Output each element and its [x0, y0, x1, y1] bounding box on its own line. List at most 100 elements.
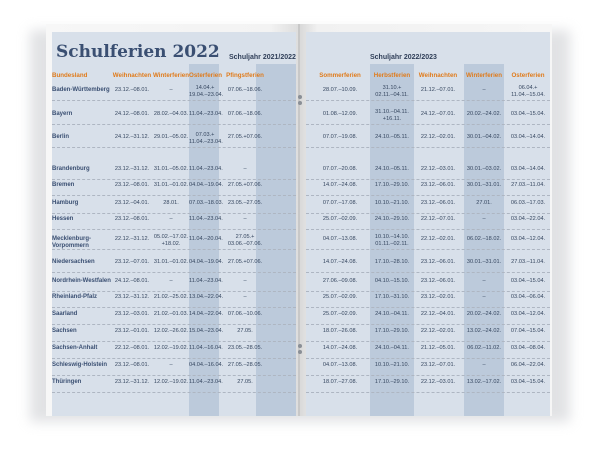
table-cell: 23.12.–06.01. — [420, 200, 456, 206]
table-cell: 07.06.–18.06. — [227, 87, 263, 93]
table-cell: 07.06.–18.06. — [227, 111, 263, 117]
table-cell: 24.10.–05.11. — [375, 166, 409, 172]
table-cell: 22.12.–04.01. — [420, 311, 456, 317]
table-cell: 07.07.–19.08. — [322, 134, 358, 140]
table-cell: 11.04.–20.04. — [189, 236, 223, 242]
table-cell: 21.12.–05.01. — [420, 345, 456, 351]
table-cell: 25.07.–02.09. — [322, 216, 358, 222]
table-cell: 23.12.–08.01. — [114, 216, 150, 222]
table-cell: – — [169, 278, 173, 284]
table-cell: 25.07.–02.09. — [322, 294, 358, 300]
table-cell: 07.07.–20.08. — [322, 166, 358, 172]
table-cell: 31.10.–04.11. +16.11. — [375, 109, 409, 122]
table-cell: 15.04.–23.04. — [189, 328, 224, 334]
table-cell: – — [243, 294, 247, 300]
table-cell: – — [169, 87, 173, 93]
table-cell: 11.04.–23.04. — [189, 216, 223, 222]
table-cell: 29.01.–05.02. — [153, 134, 189, 140]
row-divider — [306, 100, 550, 101]
table-cell: 24.12.–08.01. — [114, 278, 150, 284]
table-cell: 12.02.–19.02. — [153, 379, 189, 385]
row-state-name: Rheinland-Pfalz — [52, 294, 98, 300]
table-cell: 17.10.–29.10. — [374, 182, 410, 188]
row-divider — [52, 100, 296, 101]
left-column-highlight — [189, 64, 219, 416]
column-header: Herbstferien — [373, 72, 411, 79]
table-cell: 03.04.–14.04. — [510, 134, 546, 140]
table-cell: 11.04.–23.04. — [189, 278, 223, 284]
row-divider — [52, 392, 296, 393]
table-cell: 05.02.–17.02. +18.02. — [153, 234, 189, 247]
table-cell: 23.12.–06.01. — [420, 259, 456, 265]
table-cell: 24.10.–04.11. — [375, 311, 409, 317]
row-state-name: Nordrhein-Westfalen — [52, 278, 111, 284]
table-cell: 23.12.–08.01. — [114, 87, 150, 93]
table-cell: 22.12.–07.01. — [420, 216, 456, 222]
row-state-name: Sachsen — [52, 328, 77, 334]
row-divider — [306, 291, 550, 292]
table-cell: 31.10.+ 02.11.–04.11. — [375, 85, 409, 98]
table-cell: 03.04.–15.04. — [510, 379, 546, 385]
table-cell: – — [482, 87, 486, 93]
table-cell: 28.07.–10.09. — [322, 87, 358, 93]
table-cell: 24.10.–05.11. — [375, 134, 409, 140]
table-cell: 27.01. — [476, 200, 492, 206]
table-cell: 04.04.–16.04. — [189, 362, 224, 368]
row-divider — [52, 358, 296, 359]
table-cell: 06.02.–18.02. — [466, 236, 502, 242]
table-cell: 23.12.–31.12. — [114, 294, 150, 300]
row-state-name: Bremen — [52, 182, 75, 188]
column-header: Weihnachten — [418, 72, 458, 79]
table-cell: 24.12.–07.01. — [420, 111, 456, 117]
table-cell: 27.05.+07.06. — [227, 182, 263, 188]
table-cell: 27.03.–11.04. — [511, 182, 545, 188]
row-divider — [52, 147, 296, 148]
table-cell: 27.05. — [237, 328, 253, 334]
table-cell: 07.04.–15.04. — [510, 328, 546, 334]
table-cell: 06.04.–22.04. — [510, 362, 546, 368]
table-cell: 11.04.–23.04. — [189, 379, 223, 385]
binding-staple — [298, 95, 302, 99]
right-page-panel — [306, 32, 550, 416]
table-cell: 23.05.–27.05. — [227, 200, 263, 206]
column-header: Pfingstferien — [226, 72, 264, 79]
table-cell: – — [243, 216, 247, 222]
row-divider — [52, 213, 296, 214]
table-cell: 23.12.–03.01. — [114, 311, 150, 317]
right-column-highlight — [464, 64, 504, 416]
row-divider — [306, 213, 550, 214]
table-cell: 23.12.–02.01. — [420, 294, 456, 300]
table-cell: – — [169, 362, 173, 368]
table-cell: 28.01. — [163, 200, 179, 206]
table-cell: 04.04.–19.04. — [189, 259, 224, 265]
binding-staple — [298, 344, 302, 348]
table-cell: 18.07.–26.08. — [322, 328, 358, 334]
table-cell: 28.02.–04.03. — [153, 111, 189, 117]
table-cell: 14.07.–24.08. — [322, 345, 358, 351]
table-cell: 03.04.–15.04. — [510, 111, 546, 117]
table-cell: – — [243, 166, 247, 172]
row-state-name: Bayern — [52, 111, 73, 117]
table-cell: 03.04.–08.04. — [510, 345, 546, 351]
row-divider — [306, 272, 550, 273]
table-cell: 06.04.+ 11.04.–15.04. — [511, 85, 545, 98]
row-divider — [306, 124, 550, 125]
table-cell: 21.02.–01.03. — [153, 311, 189, 317]
row-divider — [306, 392, 550, 393]
row-divider — [306, 195, 550, 196]
right-page: Schuljahr 2022/2023 Sommerferien Herbstfe… — [300, 24, 552, 416]
row-divider — [52, 307, 296, 308]
table-cell: 22.12.–03.01. — [420, 166, 456, 172]
table-cell: 23.12.–31.12. — [114, 166, 150, 172]
table-cell: 03.04.–15.04. — [510, 278, 546, 284]
left-page-panel — [52, 32, 296, 416]
table-cell: 14.04.+ 19.04.–23.04. — [189, 85, 224, 98]
table-cell: 30.01.–31.01. — [466, 182, 502, 188]
column-header: Osterferien — [511, 72, 545, 79]
table-cell: 23.12.–04.01. — [114, 200, 150, 206]
table-cell: 10.10.–21.10. — [374, 200, 410, 206]
table-cell: 04.07.–13.08. — [322, 236, 358, 242]
table-cell: 06.03.–17.03. — [510, 200, 546, 206]
row-divider — [52, 229, 296, 230]
table-cell: 23.12.–07.01. — [420, 362, 456, 368]
